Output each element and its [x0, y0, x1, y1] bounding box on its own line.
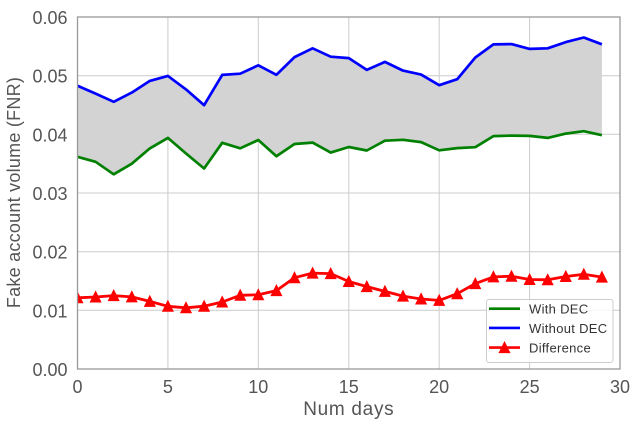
- svg-text:Difference: Difference: [529, 341, 591, 356]
- svg-text:20: 20: [429, 377, 449, 397]
- svg-text:25: 25: [520, 377, 540, 397]
- svg-text:0: 0: [72, 377, 82, 397]
- svg-text:Without DEC: Without DEC: [529, 321, 607, 336]
- svg-text:15: 15: [339, 377, 359, 397]
- svg-text:0.06: 0.06: [32, 8, 67, 28]
- svg-text:0.03: 0.03: [32, 184, 67, 204]
- svg-text:0.02: 0.02: [32, 243, 67, 263]
- svg-text:30: 30: [610, 377, 630, 397]
- svg-text:Num days: Num days: [303, 399, 394, 420]
- svg-text:0.05: 0.05: [32, 67, 67, 87]
- svg-text:With DEC: With DEC: [529, 302, 588, 317]
- svg-text:5: 5: [163, 377, 173, 397]
- svg-text:0.04: 0.04: [32, 125, 67, 145]
- svg-text:0.00: 0.00: [32, 360, 67, 380]
- svg-text:Fake account volume (FNR): Fake account volume (FNR): [4, 77, 24, 308]
- svg-text:0.01: 0.01: [32, 301, 67, 321]
- svg-text:10: 10: [248, 377, 268, 397]
